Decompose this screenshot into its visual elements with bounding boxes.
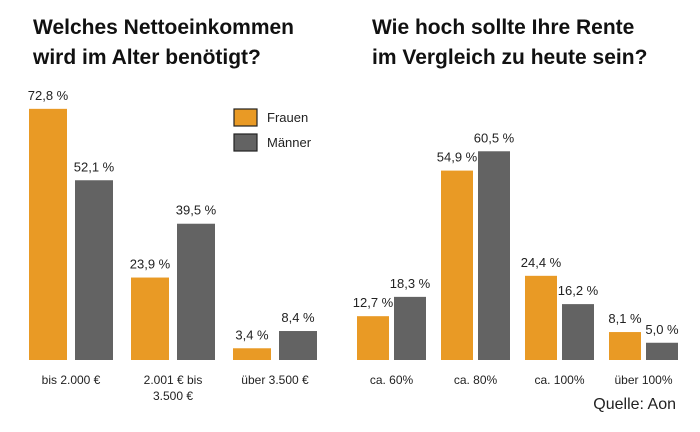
data-label: 60,5 % — [474, 130, 515, 145]
bar-maenner — [646, 342, 678, 360]
data-label: 8,1 % — [608, 311, 642, 326]
title-line: Welches Nettoeinkommen — [33, 16, 295, 39]
bar-frauen — [609, 332, 641, 360]
legend-swatch-maenner — [233, 133, 258, 152]
data-label: 72,8 % — [28, 88, 69, 103]
category-label: über 100% — [614, 373, 672, 387]
bar-frauen — [441, 170, 473, 360]
data-label: 3,4 % — [235, 327, 269, 342]
data-label: 18,3 % — [390, 276, 431, 291]
legend-label-maenner: Männer — [267, 135, 312, 150]
category-label: ca. 100% — [534, 373, 584, 387]
data-label: 12,7 % — [353, 295, 394, 310]
data-label: 23,9 % — [130, 257, 171, 272]
title-line: Wie hoch sollte Ihre Rente — [372, 16, 635, 39]
category-label: ca. 80% — [454, 373, 498, 387]
legend-swatch-frauen — [233, 108, 258, 127]
source-label: Quelle: Aon — [593, 396, 676, 413]
title-line: im Vergleich zu heute sein? — [372, 46, 648, 69]
chart-title-right: Wie hoch sollte Ihre Rente im Vergleich … — [372, 13, 647, 73]
bar-maenner — [75, 180, 113, 360]
category-label: bis 2.000 € — [42, 373, 101, 387]
bar-frauen — [131, 277, 169, 360]
data-label: 16,2 % — [558, 283, 599, 298]
bar-frauen — [525, 275, 557, 360]
bar-maenner — [279, 331, 317, 360]
data-label: 39,5 % — [176, 203, 217, 218]
bar-frauen — [233, 348, 271, 360]
bar-maenner — [562, 304, 594, 360]
bar-frauen — [357, 316, 389, 360]
data-label: 5,0 % — [645, 322, 679, 337]
legend-label-frauen: Frauen — [267, 110, 308, 125]
data-label: 8,4 % — [281, 310, 315, 325]
data-label: 52,1 % — [74, 159, 115, 174]
legend: Frauen Männer — [233, 108, 312, 152]
chart-title-left: Welches Nettoeinkommen wird im Alter ben… — [33, 13, 294, 73]
category-label: ca. 60% — [370, 373, 414, 387]
bar-maenner — [478, 151, 510, 360]
data-label: 24,4 % — [521, 255, 562, 270]
bar-maenner — [394, 296, 426, 360]
bar-frauen — [29, 108, 67, 360]
category-label: 3.500 € — [153, 389, 193, 403]
category-label: 2.001 € bis — [144, 373, 203, 387]
data-label: 54,9 % — [437, 150, 478, 165]
title-line: wird im Alter benötigt? — [33, 46, 261, 69]
bar-maenner — [177, 223, 215, 360]
category-label: über 3.500 € — [241, 373, 309, 387]
